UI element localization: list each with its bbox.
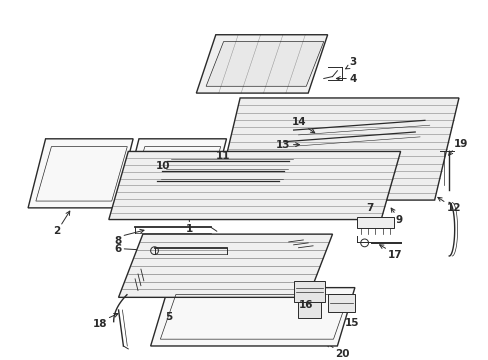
- Text: 6: 6: [114, 244, 121, 254]
- Bar: [293, 281, 324, 302]
- Text: 19: 19: [453, 139, 468, 149]
- Text: 15: 15: [345, 318, 359, 328]
- Polygon shape: [28, 139, 133, 208]
- Text: 10: 10: [155, 161, 170, 171]
- Polygon shape: [205, 41, 323, 86]
- Text: 3: 3: [348, 57, 356, 67]
- Text: 12: 12: [446, 203, 460, 213]
- Text: 20: 20: [335, 349, 349, 359]
- Text: 2: 2: [53, 226, 60, 237]
- Text: 4: 4: [348, 73, 356, 84]
- Polygon shape: [196, 35, 327, 93]
- Text: 1: 1: [185, 224, 193, 234]
- Text: 14: 14: [291, 117, 305, 127]
- Bar: [297, 302, 320, 318]
- Bar: [356, 217, 393, 228]
- Text: 7: 7: [366, 203, 373, 213]
- Polygon shape: [118, 234, 332, 297]
- Polygon shape: [109, 152, 400, 220]
- Polygon shape: [121, 139, 226, 208]
- Text: 11: 11: [215, 151, 230, 161]
- Text: 8: 8: [114, 236, 121, 246]
- Text: 13: 13: [276, 140, 290, 150]
- Text: 18: 18: [92, 319, 107, 329]
- Polygon shape: [215, 98, 458, 200]
- Bar: [327, 294, 354, 312]
- Text: 17: 17: [387, 250, 402, 260]
- Polygon shape: [150, 288, 354, 346]
- Text: 9: 9: [395, 215, 402, 225]
- Text: 16: 16: [298, 300, 313, 310]
- Text: 5: 5: [164, 312, 172, 322]
